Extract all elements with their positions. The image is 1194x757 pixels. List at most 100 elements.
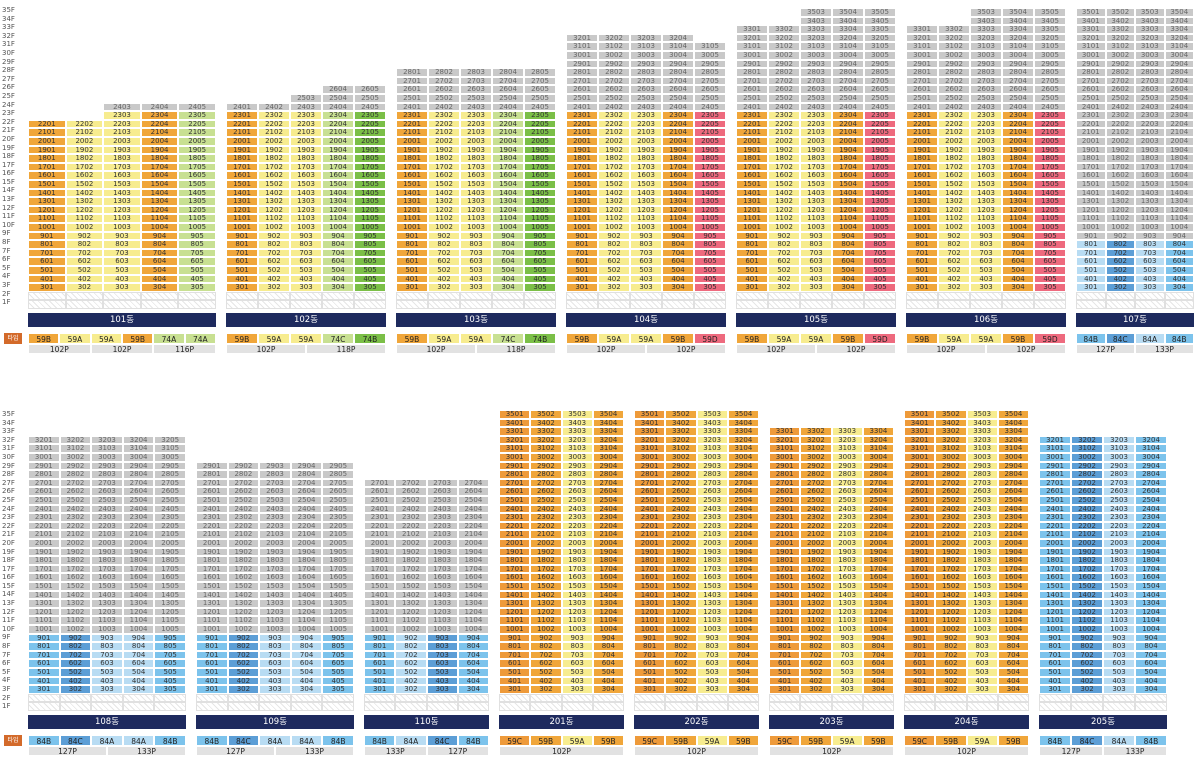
unit-cell[interactable]: 1804 <box>863 556 894 565</box>
unit-cell[interactable]: 1501 <box>364 582 395 591</box>
unit-cell[interactable]: 604 <box>492 257 524 266</box>
unit-cell[interactable]: 2801 <box>1039 470 1071 479</box>
unit-cell[interactable]: 1803 <box>290 154 322 163</box>
unit-cell[interactable]: 901 <box>364 634 395 643</box>
unit-cell[interactable]: 2705 <box>864 77 896 86</box>
unit-cell[interactable]: 2901 <box>1039 462 1071 471</box>
unit-cell[interactable]: 3104 <box>832 42 864 51</box>
unit-cell[interactable] <box>1076 300 1106 309</box>
unit-cell[interactable]: 1103 <box>427 616 458 625</box>
unit-cell[interactable]: 1902 <box>258 146 290 155</box>
unit-cell[interactable]: 1301 <box>396 197 428 206</box>
unit-cell[interactable]: 1202 <box>665 608 696 617</box>
unit-cell[interactable]: 1701 <box>28 163 66 172</box>
unit-cell[interactable]: 2501 <box>906 94 938 103</box>
unit-cell[interactable]: 1003 <box>630 223 662 232</box>
unit-cell[interactable]: 1601 <box>634 573 665 582</box>
unit-cell[interactable]: 1905 <box>354 146 386 155</box>
unit-cell[interactable]: 1504 <box>141 180 179 189</box>
unit-cell[interactable]: 2803 <box>1103 470 1135 479</box>
unit-cell[interactable]: 3004 <box>998 453 1029 462</box>
unit-cell[interactable]: 704 <box>1135 651 1167 660</box>
unit-cell[interactable]: 1002 <box>258 223 290 232</box>
unit-cell[interactable]: 1203 <box>967 608 998 617</box>
unit-cell[interactable]: 3001 <box>1039 453 1071 462</box>
unit-cell[interactable] <box>598 300 630 309</box>
unit-cell[interactable]: 1301 <box>1076 197 1106 206</box>
unit-cell[interactable]: 2505 <box>1034 94 1066 103</box>
unit-cell[interactable]: 903 <box>630 232 662 241</box>
unit-cell[interactable]: 2803 <box>460 68 492 77</box>
unit-cell[interactable] <box>28 300 66 309</box>
unit-cell[interactable]: 902 <box>60 634 92 643</box>
unit-cell[interactable]: 1302 <box>665 599 696 608</box>
unit-cell[interactable]: 1602 <box>598 171 630 180</box>
unit-cell[interactable]: 1601 <box>566 171 598 180</box>
unit-cell[interactable]: 2903 <box>630 60 662 69</box>
unit-cell[interactable]: 3304 <box>1165 25 1194 34</box>
unit-cell[interactable]: 1505 <box>524 180 556 189</box>
unit-cell[interactable]: 1905 <box>694 146 726 155</box>
unit-cell[interactable]: 2501 <box>396 94 428 103</box>
unit-cell[interactable]: 2105 <box>354 128 386 137</box>
unit-cell[interactable]: 2203 <box>832 522 863 531</box>
unit-cell[interactable]: 2704 <box>593 479 624 488</box>
unit-cell[interactable]: 503 <box>259 668 291 677</box>
unit-cell[interactable]: 504 <box>1002 266 1034 275</box>
unit-cell[interactable]: 3301 <box>769 427 800 436</box>
unit-cell[interactable]: 2602 <box>768 85 800 94</box>
unit-cell[interactable]: 2801 <box>566 68 598 77</box>
unit-cell[interactable]: 1603 <box>800 171 832 180</box>
unit-cell[interactable]: 1004 <box>1165 223 1194 232</box>
unit-cell[interactable] <box>196 694 228 703</box>
unit-cell[interactable]: 503 <box>1103 668 1135 677</box>
unit-cell[interactable]: 603 <box>103 257 141 266</box>
unit-cell[interactable]: 3102 <box>1106 42 1136 51</box>
unit-cell[interactable]: 2403 <box>103 103 141 112</box>
unit-cell[interactable]: 3303 <box>832 427 863 436</box>
unit-cell[interactable]: 2602 <box>228 487 260 496</box>
unit-cell[interactable]: 2704 <box>1002 77 1034 86</box>
unit-cell[interactable]: 1704 <box>1165 163 1194 172</box>
unit-cell[interactable]: 1701 <box>736 163 768 172</box>
unit-cell[interactable]: 3203 <box>970 34 1002 43</box>
unit-cell[interactable]: 503 <box>427 668 458 677</box>
unit-cell[interactable]: 3303 <box>1135 25 1165 34</box>
unit-cell[interactable]: 701 <box>1076 249 1106 258</box>
unit-cell[interactable]: 1104 <box>458 616 489 625</box>
unit-cell[interactable]: 2502 <box>665 496 696 505</box>
unit-cell[interactable]: 1101 <box>904 616 935 625</box>
unit-cell[interactable]: 1003 <box>1103 625 1135 634</box>
unit-cell[interactable]: 2602 <box>938 85 970 94</box>
unit-cell[interactable]: 1702 <box>60 565 92 574</box>
unit-cell[interactable]: 2204 <box>728 522 759 531</box>
unit-cell[interactable]: 2804 <box>1002 68 1034 77</box>
unit-cell[interactable]: 603 <box>91 659 123 668</box>
unit-cell[interactable]: 3103 <box>970 42 1002 51</box>
unit-cell[interactable]: 2303 <box>290 111 322 120</box>
unit-cell[interactable]: 1204 <box>593 608 624 617</box>
unit-cell[interactable] <box>768 292 800 301</box>
unit-cell[interactable]: 3301 <box>904 427 935 436</box>
unit-cell[interactable]: 1504 <box>322 180 354 189</box>
unit-cell[interactable]: 2205 <box>354 120 386 129</box>
unit-cell[interactable]: 2004 <box>662 137 694 146</box>
unit-cell[interactable]: 3302 <box>768 25 800 34</box>
unit-cell[interactable]: 1903 <box>832 548 863 557</box>
unit-cell[interactable]: 2502 <box>1071 496 1103 505</box>
unit-cell[interactable]: 2503 <box>460 94 492 103</box>
unit-cell[interactable]: 1302 <box>768 197 800 206</box>
unit-cell[interactable]: 1303 <box>290 197 322 206</box>
unit-cell[interactable]: 901 <box>28 232 66 241</box>
unit-cell[interactable]: 1303 <box>630 197 662 206</box>
unit-cell[interactable]: 2201 <box>196 522 228 531</box>
unit-cell[interactable] <box>259 694 291 703</box>
unit-cell[interactable]: 2302 <box>665 513 696 522</box>
unit-cell[interactable]: 1803 <box>1135 154 1165 163</box>
unit-cell[interactable]: 2405 <box>864 103 896 112</box>
unit-cell[interactable]: 902 <box>1071 634 1103 643</box>
unit-cell[interactable]: 1202 <box>598 206 630 215</box>
unit-cell[interactable]: 1304 <box>832 197 864 206</box>
unit-cell[interactable] <box>800 702 831 711</box>
unit-cell[interactable]: 1904 <box>123 548 155 557</box>
